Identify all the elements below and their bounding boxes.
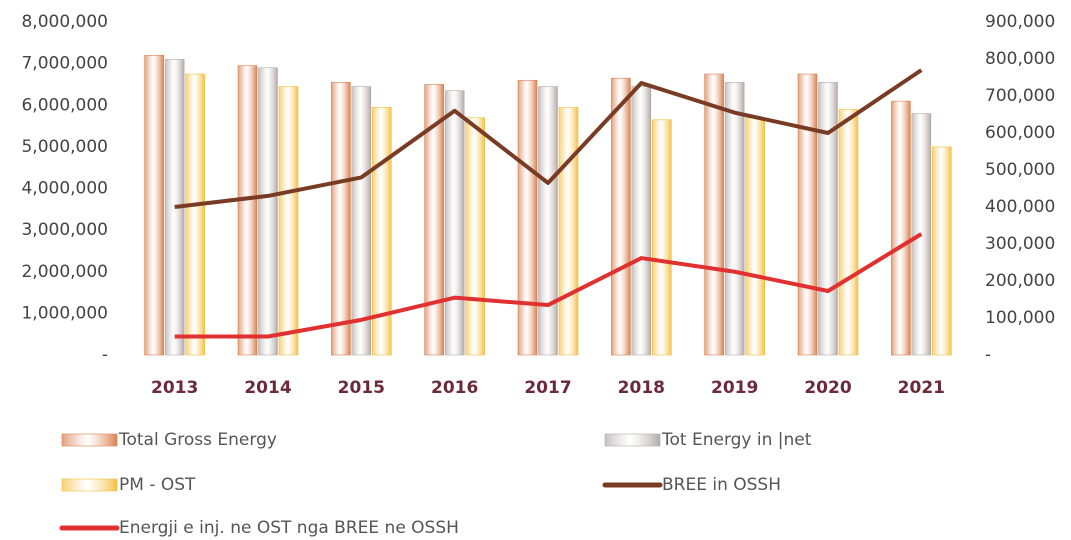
bar <box>444 90 465 356</box>
y-tick-label: 2,000,000 <box>21 262 108 282</box>
bar <box>278 86 299 356</box>
bar <box>351 86 372 356</box>
bar <box>932 146 952 356</box>
x-tick-label: 2019 <box>711 378 758 398</box>
bar <box>631 86 652 356</box>
bar <box>745 117 765 356</box>
y2-tick-label: 900,000 <box>985 12 1055 32</box>
legend-label: Energji e inj. ne OST nga BREE ne OSSH <box>119 518 459 538</box>
y2-tick-label: 600,000 <box>985 123 1055 143</box>
y2-tick-label: 400,000 <box>985 197 1055 217</box>
bar <box>144 54 164 356</box>
x-tick-label: 2015 <box>338 378 385 398</box>
legend-label: PM - OST <box>119 475 196 495</box>
bar <box>704 73 724 356</box>
y2-tick-label: 100,000 <box>985 308 1055 328</box>
bar <box>891 100 911 356</box>
bar <box>517 79 538 356</box>
y-tick-label: 6,000,000 <box>21 95 108 115</box>
x-tick-label: 2016 <box>431 378 478 398</box>
legend-label: Tot Energy in |net <box>661 430 812 450</box>
y-tick-label: 4,000,000 <box>21 179 108 199</box>
y2-tick-label: 200,000 <box>985 271 1055 291</box>
line <box>174 232 923 339</box>
bar <box>372 107 392 356</box>
bar <box>258 67 278 356</box>
bar <box>424 84 444 356</box>
bar <box>558 107 579 356</box>
y2-tick-label: - <box>985 345 991 365</box>
bar <box>818 82 838 356</box>
legend-label: BREE in OSSH <box>662 475 781 495</box>
legend-swatch <box>61 478 118 492</box>
bar <box>538 86 558 356</box>
bar <box>652 119 672 356</box>
x-tick-label: 2021 <box>898 378 945 398</box>
y-tick-label: 5,000,000 <box>21 137 108 157</box>
y-tick-label: - <box>102 345 108 365</box>
y2-tick-label: 500,000 <box>985 160 1055 180</box>
bar <box>237 65 258 356</box>
bar <box>611 77 631 356</box>
legend-swatch <box>61 433 118 447</box>
y-tick-label: 1,000,000 <box>21 303 108 323</box>
bar <box>724 82 745 356</box>
line <box>174 68 923 209</box>
y-tick-label: 7,000,000 <box>21 54 108 74</box>
legend-label: Total Gross Energy <box>118 430 277 450</box>
y2-tick-label: 300,000 <box>985 234 1055 254</box>
x-tick-label: 2013 <box>151 378 198 398</box>
bar <box>331 82 351 356</box>
bar <box>185 73 205 356</box>
y2-tick-label: 800,000 <box>985 49 1055 69</box>
bar <box>465 117 485 356</box>
bar <box>797 73 818 356</box>
y2-tick-label: 700,000 <box>985 86 1055 106</box>
y-tick-label: 8,000,000 <box>21 12 108 32</box>
x-tick-label: 2014 <box>244 378 291 398</box>
x-tick-label: 2018 <box>618 378 665 398</box>
bar <box>838 109 859 356</box>
legend-swatch <box>604 433 661 447</box>
y-tick-label: 3,000,000 <box>21 220 108 240</box>
x-tick-label: 2020 <box>804 378 851 398</box>
x-tick-label: 2017 <box>524 378 571 398</box>
